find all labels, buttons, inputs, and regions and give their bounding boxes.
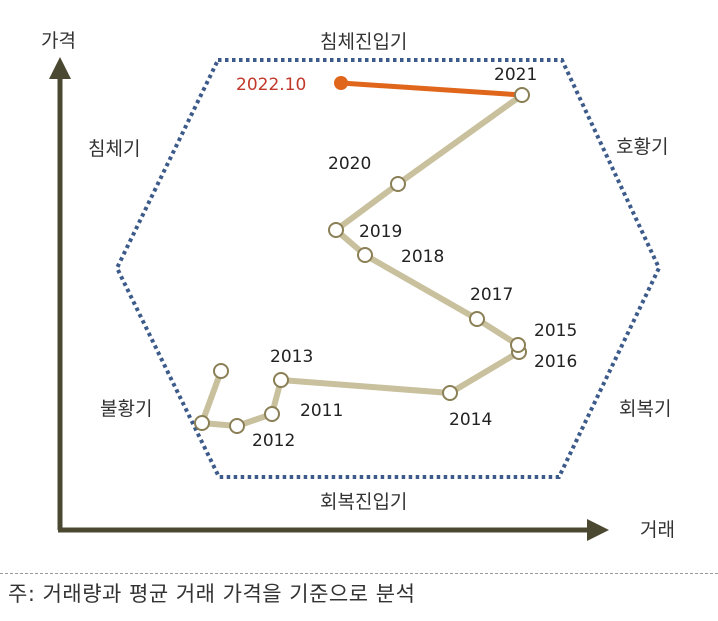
year-label-2020: 2020 — [328, 154, 371, 174]
year-label-2011: 2011 — [300, 401, 343, 421]
year-label-2021: 2021 — [494, 65, 537, 85]
year-marker-2020 — [390, 176, 406, 192]
current-label: 2022.10 — [236, 75, 306, 95]
year-marker-point-0 — [213, 363, 229, 379]
year-markers — [194, 87, 530, 434]
year-label-2019: 2019 — [359, 222, 402, 242]
year-marker-2017 — [469, 311, 485, 327]
year-marker-point-1 — [194, 415, 210, 431]
year-marker-2011 — [264, 406, 280, 422]
x-axis-label: 거래 — [640, 519, 675, 541]
year-marker-2021 — [514, 87, 530, 103]
y-axis-arrowhead — [49, 57, 71, 79]
year-label-2014: 2014 — [449, 410, 492, 430]
market-cycle-hexagon — [114, 58, 662, 479]
phase-label-upper-right: 호황기 — [616, 136, 668, 158]
year-label-2013: 2013 — [270, 347, 313, 367]
year-marker-2013 — [273, 372, 289, 388]
year-marker-2018 — [357, 247, 373, 263]
year-marker-2012 — [229, 418, 245, 434]
year-label-2018: 2018 — [401, 247, 444, 267]
year-label-2012: 2012 — [252, 431, 295, 451]
year-label-2017: 2017 — [470, 285, 513, 305]
note-divider — [0, 573, 718, 574]
y-axis-label: 가격 — [41, 30, 76, 52]
phase-label-bottom: 회복진입기 — [320, 491, 407, 513]
year-marker-2019 — [328, 222, 344, 238]
current-segment — [338, 80, 525, 98]
x-axis-arrowhead — [587, 519, 609, 541]
footnote: 주: 거래량과 평균 거래 가격을 기준으로 분석 — [8, 582, 416, 606]
current-point-marker — [334, 76, 348, 90]
phase-label-lower-left: 불황기 — [100, 398, 152, 420]
phase-label-lower-right: 회복기 — [619, 398, 671, 420]
year-marker-2014 — [442, 385, 458, 401]
year-marker-2015 — [510, 337, 526, 353]
year-label-2016: 2016 — [534, 352, 577, 372]
phase-label-top: 침체진입기 — [320, 31, 407, 53]
phase-label-upper-left: 침체기 — [88, 138, 140, 160]
year-label-2015: 2015 — [534, 321, 577, 341]
